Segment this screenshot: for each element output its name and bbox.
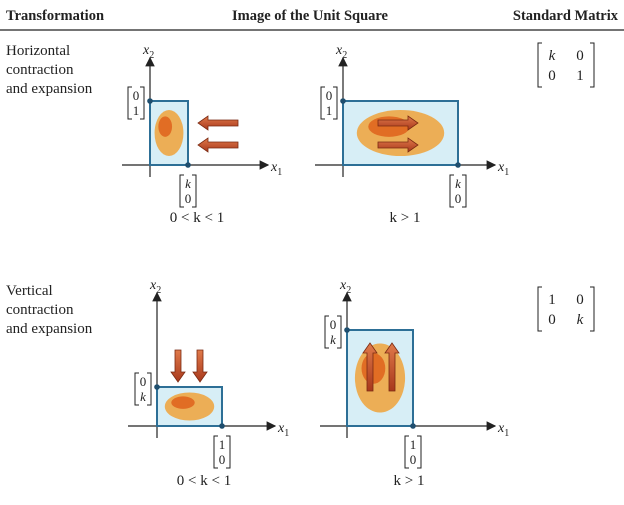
bracket [590, 43, 594, 87]
bracket [214, 436, 218, 468]
bracket [333, 87, 337, 119]
row-label: contraction [6, 302, 74, 318]
vector-entry: k [185, 176, 191, 191]
matrix-entry: k [577, 312, 584, 328]
matrix-entry: 0 [548, 68, 556, 84]
row-label: contraction [6, 62, 74, 78]
bracket [128, 87, 132, 119]
caption: k > 1 [394, 473, 425, 489]
point [147, 98, 153, 104]
axis-subscript: 2 [149, 50, 154, 61]
axis-label: x2 [142, 43, 154, 61]
axis-label: x1 [497, 421, 509, 439]
axis-label: x2 [339, 278, 351, 296]
axis-subscript: 2 [156, 285, 161, 296]
row-label: and expansion [6, 81, 93, 97]
bracket [325, 316, 329, 348]
vector-entry: k [330, 332, 336, 347]
fish-image [368, 116, 409, 136]
point [185, 162, 191, 168]
bracket [321, 87, 325, 119]
vector-entry: 0 [140, 374, 147, 389]
bracket [337, 316, 341, 348]
axis-subscript: 1 [504, 167, 509, 178]
bracket [192, 175, 196, 207]
point [154, 384, 160, 390]
figure: Transformation Image of the Unit Square … [0, 0, 624, 505]
arrow-icon [171, 350, 185, 382]
point [455, 162, 461, 168]
vector-entry: 0 [185, 191, 192, 206]
vector-entry: 1 [410, 437, 417, 452]
column-header: Image of the Unit Square [232, 8, 389, 24]
bracket [417, 436, 421, 468]
column-header: Transformation [6, 8, 104, 24]
vector-entry: 0 [410, 452, 417, 467]
row-label: Vertical [6, 283, 53, 299]
vector-entry: 0 [326, 88, 333, 103]
caption: k > 1 [390, 210, 421, 226]
axis-subscript: 2 [342, 50, 347, 61]
row-label: Horizontal [6, 43, 70, 59]
bracket [147, 373, 151, 405]
point [410, 423, 416, 429]
vector-entry: 1 [326, 103, 333, 118]
point [344, 327, 350, 333]
matrix-entry: 1 [548, 292, 556, 308]
matrix-entry: k [549, 48, 556, 64]
point [219, 423, 225, 429]
bracket [135, 373, 139, 405]
axis-subscript: 2 [346, 285, 351, 296]
caption: 0 < k < 1 [177, 473, 231, 489]
vector-entry: k [455, 176, 461, 191]
arrow-icon [198, 138, 238, 152]
vector-entry: 0 [455, 191, 462, 206]
point [340, 98, 346, 104]
bracket [462, 175, 466, 207]
axis-subscript: 1 [284, 428, 289, 439]
vector-entry: 1 [219, 437, 226, 452]
fish-image [158, 116, 172, 136]
matrix-entry: 0 [548, 312, 556, 328]
vector-entry: 0 [133, 88, 140, 103]
axis-subscript: 1 [504, 428, 509, 439]
bracket [180, 175, 184, 207]
axis-label: x2 [335, 43, 347, 61]
column-header: Standard Matrix [513, 8, 619, 24]
row-label: and expansion [6, 321, 93, 337]
vector-entry: 0 [219, 452, 226, 467]
axis-label: x1 [277, 421, 289, 439]
caption: 0 < k < 1 [170, 210, 224, 226]
vector-entry: 1 [133, 103, 140, 118]
vector-entry: k [140, 389, 146, 404]
arrow-icon [198, 116, 238, 130]
matrix-entry: 1 [576, 68, 584, 84]
axis-label: x1 [270, 160, 282, 178]
fish-image [171, 396, 194, 408]
bracket [450, 175, 454, 207]
bracket [140, 87, 144, 119]
bracket [538, 43, 542, 87]
bracket [226, 436, 230, 468]
arrow-icon [193, 350, 207, 382]
axis-subscript: 1 [277, 167, 282, 178]
vector-entry: 0 [330, 317, 337, 332]
bracket [405, 436, 409, 468]
axis-label: x1 [497, 160, 509, 178]
bracket [590, 287, 594, 331]
matrix-entry: 0 [576, 292, 584, 308]
bracket [538, 287, 542, 331]
axis-label: x2 [149, 278, 161, 296]
matrix-entry: 0 [576, 48, 584, 64]
